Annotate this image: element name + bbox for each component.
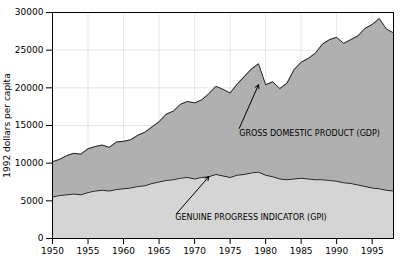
svg-text:30000: 30000: [15, 7, 44, 17]
svg-text:10000: 10000: [15, 158, 44, 168]
svg-text:1960: 1960: [112, 246, 135, 256]
svg-text:1992 dollars per capita: 1992 dollars per capita: [2, 73, 12, 177]
svg-text:GROSS DOMESTIC PRODUCT (GDP): GROSS DOMESTIC PRODUCT (GDP): [239, 129, 380, 138]
svg-text:15000: 15000: [15, 120, 44, 130]
svg-text:1975: 1975: [219, 246, 242, 256]
svg-text:0: 0: [38, 233, 44, 243]
svg-text:1995: 1995: [361, 246, 384, 256]
svg-text:1970: 1970: [183, 246, 206, 256]
svg-text:1965: 1965: [148, 246, 171, 256]
svg-text:20000: 20000: [15, 83, 44, 93]
svg-text:1950: 1950: [41, 246, 64, 256]
svg-text:5000: 5000: [21, 196, 44, 206]
svg-text:GENUINE PROGRESS INDICATOR (GP: GENUINE PROGRESS INDICATOR (GPI): [175, 213, 326, 222]
svg-text:1990: 1990: [325, 246, 348, 256]
svg-text:25000: 25000: [15, 45, 44, 55]
svg-text:1985: 1985: [290, 246, 313, 256]
svg-text:1955: 1955: [77, 246, 100, 256]
svg-text:1980: 1980: [254, 246, 277, 256]
